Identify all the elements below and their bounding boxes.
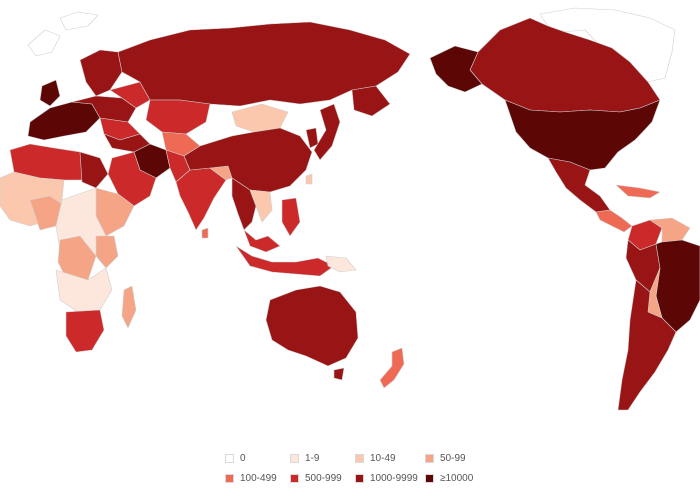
legend-item: 500-999: [290, 470, 342, 486]
map-legend: 0 1-9 10-49 50-99 100-499 500-999 1000-9999 ≥10…: [0, 430, 700, 500]
legend-label: 10-49: [370, 452, 396, 464]
region-sri-lanka[interactable]: [201, 227, 209, 239]
region-madagascar[interactable]: [121, 285, 137, 329]
legend-label: ≥10000: [440, 472, 474, 484]
region-egypt[interactable]: [79, 151, 109, 189]
legend-label: 500-999: [305, 472, 342, 484]
legend-swatch: [425, 473, 434, 483]
legend-item: 1-9: [290, 450, 319, 466]
legend-item: 100-499: [225, 470, 277, 486]
world-choropleth-map: [0, 7, 700, 411]
region-tasmania[interactable]: [333, 367, 345, 381]
legend-label: 50-99: [440, 452, 466, 464]
region-central-america[interactable]: [595, 209, 633, 233]
legend-item: 10-49: [355, 450, 396, 466]
region-chile-argentina[interactable]: [617, 279, 677, 411]
region-central-europe[interactable]: [71, 95, 137, 123]
region-south-africa[interactable]: [65, 309, 105, 353]
region-scandinavia[interactable]: [79, 49, 123, 97]
region-malaysia[interactable]: [243, 229, 281, 253]
region-svalbard[interactable]: [59, 11, 99, 31]
legend-item: 0: [225, 450, 246, 466]
region-arctic-islands[interactable]: [27, 29, 61, 57]
region-usa[interactable]: [504, 99, 661, 171]
region-philippines[interactable]: [281, 197, 301, 237]
legend-label: 1000-9999: [370, 472, 418, 484]
region-russia-far-east[interactable]: [351, 85, 391, 117]
region-eastern-europe[interactable]: [109, 81, 151, 109]
region-east-africa[interactable]: [95, 235, 119, 269]
legend-swatch: [290, 473, 299, 483]
legend-label: 1-9: [305, 452, 320, 464]
legend-swatch: [225, 473, 234, 483]
region-vietnam-laos[interactable]: [249, 189, 273, 223]
legend-label: 100-499: [240, 472, 277, 484]
legend-swatch: [425, 453, 434, 463]
legend-swatch: [225, 453, 234, 463]
legend-swatch: [290, 453, 299, 463]
region-uk[interactable]: [39, 79, 61, 107]
region-australia[interactable]: [265, 285, 359, 367]
legend-item: 50-99: [425, 450, 466, 466]
region-caribbean[interactable]: [615, 184, 661, 199]
legend-swatch: [355, 453, 364, 463]
region-southern-africa-north[interactable]: [55, 267, 113, 313]
region-arabia[interactable]: [107, 151, 157, 207]
legend-swatch: [355, 473, 364, 483]
region-taiwan[interactable]: [305, 173, 313, 185]
legend-item: ≥10000: [425, 470, 473, 486]
region-western-europe[interactable]: [27, 101, 101, 141]
region-china[interactable]: [183, 127, 313, 193]
legend-label: 0: [240, 452, 246, 464]
region-new-zealand[interactable]: [379, 347, 405, 389]
region-japan[interactable]: [313, 103, 341, 161]
region-papua-new-guinea[interactable]: [325, 255, 357, 273]
region-kazakhstan[interactable]: [145, 99, 211, 135]
region-alaska[interactable]: [429, 45, 483, 93]
legend-item: 1000-9999: [355, 470, 418, 486]
